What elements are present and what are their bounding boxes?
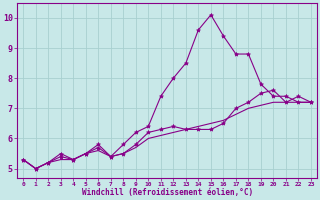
- X-axis label: Windchill (Refroidissement éolien,°C): Windchill (Refroidissement éolien,°C): [82, 188, 253, 197]
